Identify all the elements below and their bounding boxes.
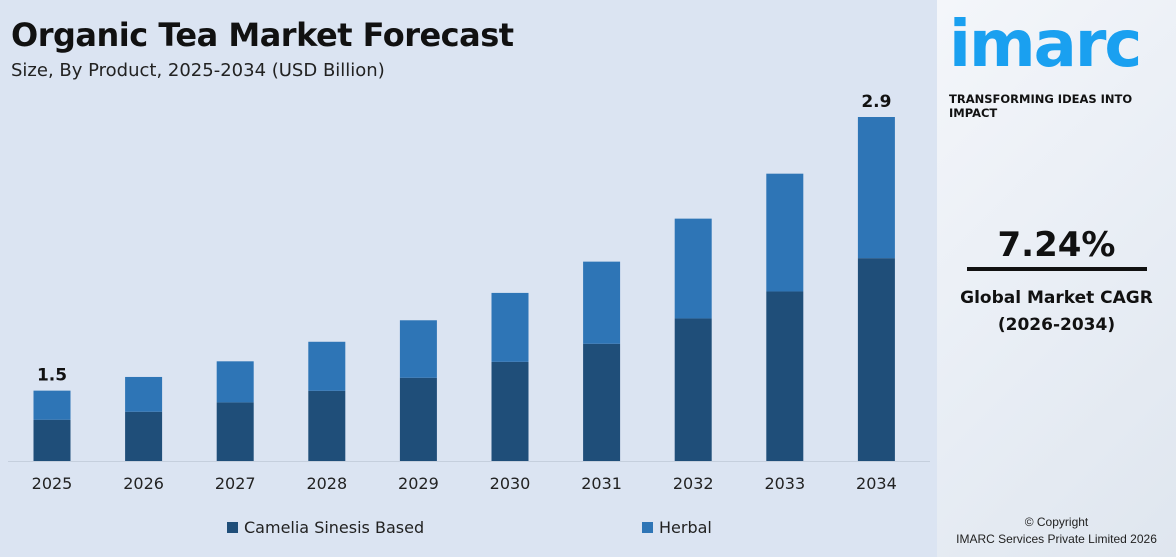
divider <box>967 267 1147 271</box>
bar-camelia-2034 <box>857 258 895 461</box>
x-tick-label: 2033 <box>764 474 805 493</box>
bar-camelia-2025 <box>33 419 71 461</box>
cagr-period: (2026-2034) <box>997 315 1116 335</box>
bar-herbal-2029 <box>399 320 437 378</box>
bar-camelia-2032 <box>674 318 712 461</box>
bar-herbal-2034 <box>857 117 895 259</box>
x-tick-label: 2025 <box>32 474 73 493</box>
x-tick-label: 2027 <box>215 474 256 493</box>
bar-camelia-2026 <box>125 411 163 461</box>
x-tick-label: 2030 <box>490 474 531 493</box>
legend-item-herbal: Herbal <box>642 518 712 537</box>
legend-label: Herbal <box>659 518 712 537</box>
bar-camelia-2027 <box>216 402 254 461</box>
bar-camelia-2033 <box>766 291 804 461</box>
chart-title: Organic Tea Market Forecast <box>11 16 514 54</box>
x-tick-label: 2032 <box>673 474 714 493</box>
bar-herbal-2025 <box>33 390 71 420</box>
bar-herbal-2032 <box>674 218 712 319</box>
bar-herbal-2033 <box>766 173 804 292</box>
bar-herbal-2026 <box>125 376 163 412</box>
bar-chart: 2025 1.5 2026 2027 2028 2029 2030 2031 2032 2033 2… <box>8 92 930 493</box>
company-name: IMARC Services Private Limited 2026 <box>956 532 1157 546</box>
bar-herbal-2030 <box>491 292 529 362</box>
x-tick-label: 2034 <box>856 474 897 493</box>
copyright: © Copyright IMARC Services Private Limit… <box>937 514 1176 548</box>
x-tick-label: 2026 <box>123 474 164 493</box>
data-label: 1.5 <box>37 366 67 386</box>
bar-camelia-2029 <box>399 377 437 461</box>
tagline: TRANSFORMING IDEAS INTO IMPACT <box>949 92 1133 120</box>
legend-swatch <box>642 522 653 533</box>
cagr-label: Global Market CAGR (2026-2034) <box>937 285 1176 339</box>
cagr-label-text: Global Market CAGR <box>960 288 1153 308</box>
imarc-logo: imarc <box>949 8 1142 82</box>
legend-swatch <box>227 522 238 533</box>
bar-camelia-2030 <box>491 361 529 461</box>
copyright-text: © Copyright <box>1024 515 1089 529</box>
legend-label: Camelia Sinesis Based <box>244 518 425 537</box>
bar-herbal-2031 <box>583 261 621 344</box>
bar-camelia-2031 <box>583 343 621 461</box>
data-label: 2.9 <box>861 92 891 112</box>
x-tick-label: 2031 <box>581 474 622 493</box>
sidebar-panel: imarc TRANSFORMING IDEAS INTO IMPACT 7.2… <box>937 0 1176 557</box>
x-tick-label: 2029 <box>398 474 439 493</box>
bar-herbal-2027 <box>216 361 254 403</box>
bar-herbal-2028 <box>308 341 346 391</box>
bar-camelia-2028 <box>308 390 346 461</box>
x-tick-label: 2028 <box>306 474 347 493</box>
cagr-value: 7.24% <box>997 225 1116 265</box>
chart-subtitle: Size, By Product, 2025-2034 (USD Billion… <box>11 60 385 81</box>
legend-item-camelia: Camelia Sinesis Based <box>227 518 424 537</box>
